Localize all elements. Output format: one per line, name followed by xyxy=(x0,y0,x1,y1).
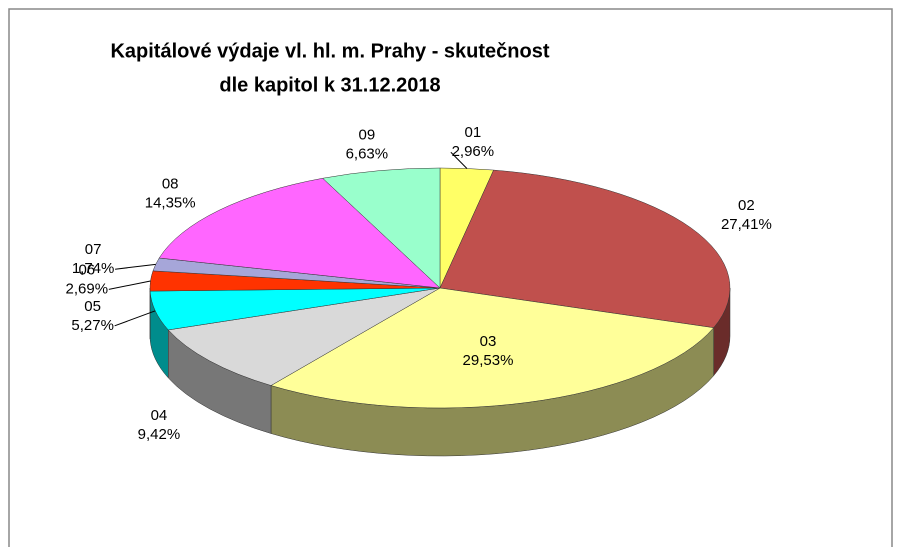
leader-line xyxy=(108,280,151,290)
leader-line xyxy=(450,151,468,169)
slice xyxy=(439,169,731,328)
data-label-value: 5,27% xyxy=(71,317,114,334)
data-label-category: 06 xyxy=(78,261,95,278)
data-label-value: 9,42% xyxy=(138,426,181,443)
slice xyxy=(322,167,441,289)
chart-title: Kapitálové výdaje vl. hl. m. Prahy - sku… xyxy=(110,40,549,62)
slice xyxy=(158,177,441,289)
data-label-category: 01 xyxy=(465,124,482,141)
slice xyxy=(167,287,441,386)
data-label-category: 05 xyxy=(84,298,101,315)
data-label-category: 07 xyxy=(85,241,102,258)
data-label-value: 6,63% xyxy=(346,146,389,163)
data-label-category: 09 xyxy=(358,127,375,144)
data-label-value: 2,69% xyxy=(66,280,109,297)
data-label-category: 08 xyxy=(162,175,179,192)
data-label-value: 1,74% xyxy=(72,260,115,277)
chart-title: dle kapitol k 31.12.2018 xyxy=(219,74,440,96)
data-label-value: 2,96% xyxy=(452,143,495,160)
leader-line xyxy=(115,263,156,270)
data-label-category: 04 xyxy=(151,407,168,424)
data-label-category: 02 xyxy=(738,197,755,214)
leader-line xyxy=(114,310,156,327)
slice xyxy=(270,287,715,409)
data-label-value: 27,41% xyxy=(721,216,772,233)
data-label-category: 03 xyxy=(480,333,497,350)
data-label-value: 14,35% xyxy=(145,194,196,211)
data-label-value: 29,53% xyxy=(463,352,514,369)
